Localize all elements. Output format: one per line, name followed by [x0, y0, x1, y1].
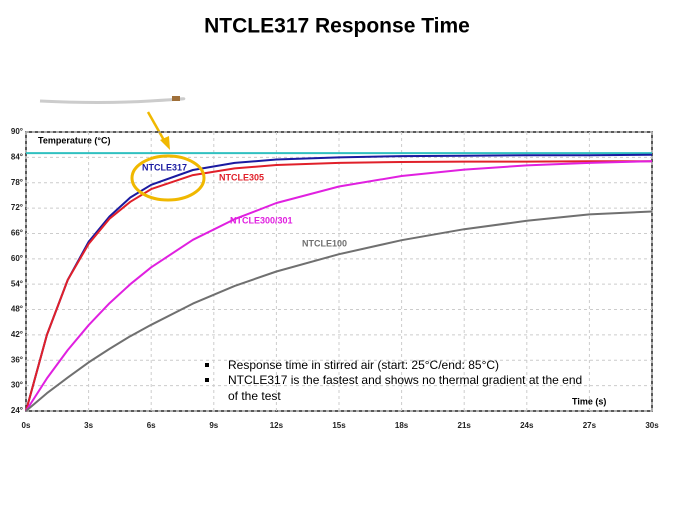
y-tick-label: 66°	[11, 229, 23, 238]
series-label: NTCLE317	[142, 162, 187, 172]
x-tick-label: 6s	[147, 421, 156, 430]
y-tick-label: 90°	[11, 127, 23, 136]
x-axis-label: Time (s)	[572, 396, 606, 406]
arrow-head	[160, 136, 170, 150]
y-tick-label: 72°	[11, 203, 23, 212]
highlight-circle	[130, 154, 206, 202]
x-tick-label: 0s	[22, 421, 31, 430]
x-tick-label: 30s	[645, 421, 659, 430]
series-line	[25, 160, 652, 412]
sensor-wire	[39, 97, 186, 104]
x-tick-label: 27s	[583, 421, 597, 430]
x-tick-label: 12s	[270, 421, 284, 430]
y-tick-label: 30°	[11, 381, 23, 390]
series-label: NTCLE100	[302, 238, 347, 248]
series-label: NTCLE300/301	[230, 215, 293, 225]
x-tick-label: 21s	[458, 421, 472, 430]
y-tick-label: 60°	[11, 254, 23, 263]
plot: 24° 30° 36° 42° 48° 54° 60° 66° 72° 78° 84° 90° 0s 3s…	[11, 127, 659, 430]
annotation: Response time in stirred air (start: 25°…	[228, 358, 499, 372]
bullet	[205, 363, 209, 367]
chart-title: NTCLE317 Response Time	[204, 15, 470, 38]
y-tick-label: 36°	[11, 355, 23, 364]
x-tick-label: 3s	[84, 421, 93, 430]
bullet	[205, 378, 209, 382]
series-label: NTCLE305	[219, 172, 264, 182]
x-tick-label: 9s	[209, 421, 218, 430]
series-line	[25, 210, 653, 412]
y-tick-label: 84°	[11, 152, 23, 161]
x-tick-label: 18s	[395, 421, 409, 430]
arrow	[146, 111, 167, 143]
series-line	[25, 160, 653, 412]
y-tick-label: 24°	[11, 406, 23, 415]
y-tick-label: 54°	[11, 279, 23, 288]
x-tick-label: 24s	[520, 421, 534, 430]
y-tick-label: 48°	[11, 305, 23, 314]
annotation: NTCLE317 is the fastest and shows no the…	[228, 373, 582, 387]
sensor-tip	[172, 96, 180, 101]
y-tick-label: 78°	[11, 178, 23, 187]
annotation: of the test	[228, 389, 281, 403]
y-tick-label: 42°	[11, 330, 23, 339]
x-tick-label: 15s	[332, 421, 346, 430]
y-axis-label: Temperature (°C)	[38, 135, 110, 145]
